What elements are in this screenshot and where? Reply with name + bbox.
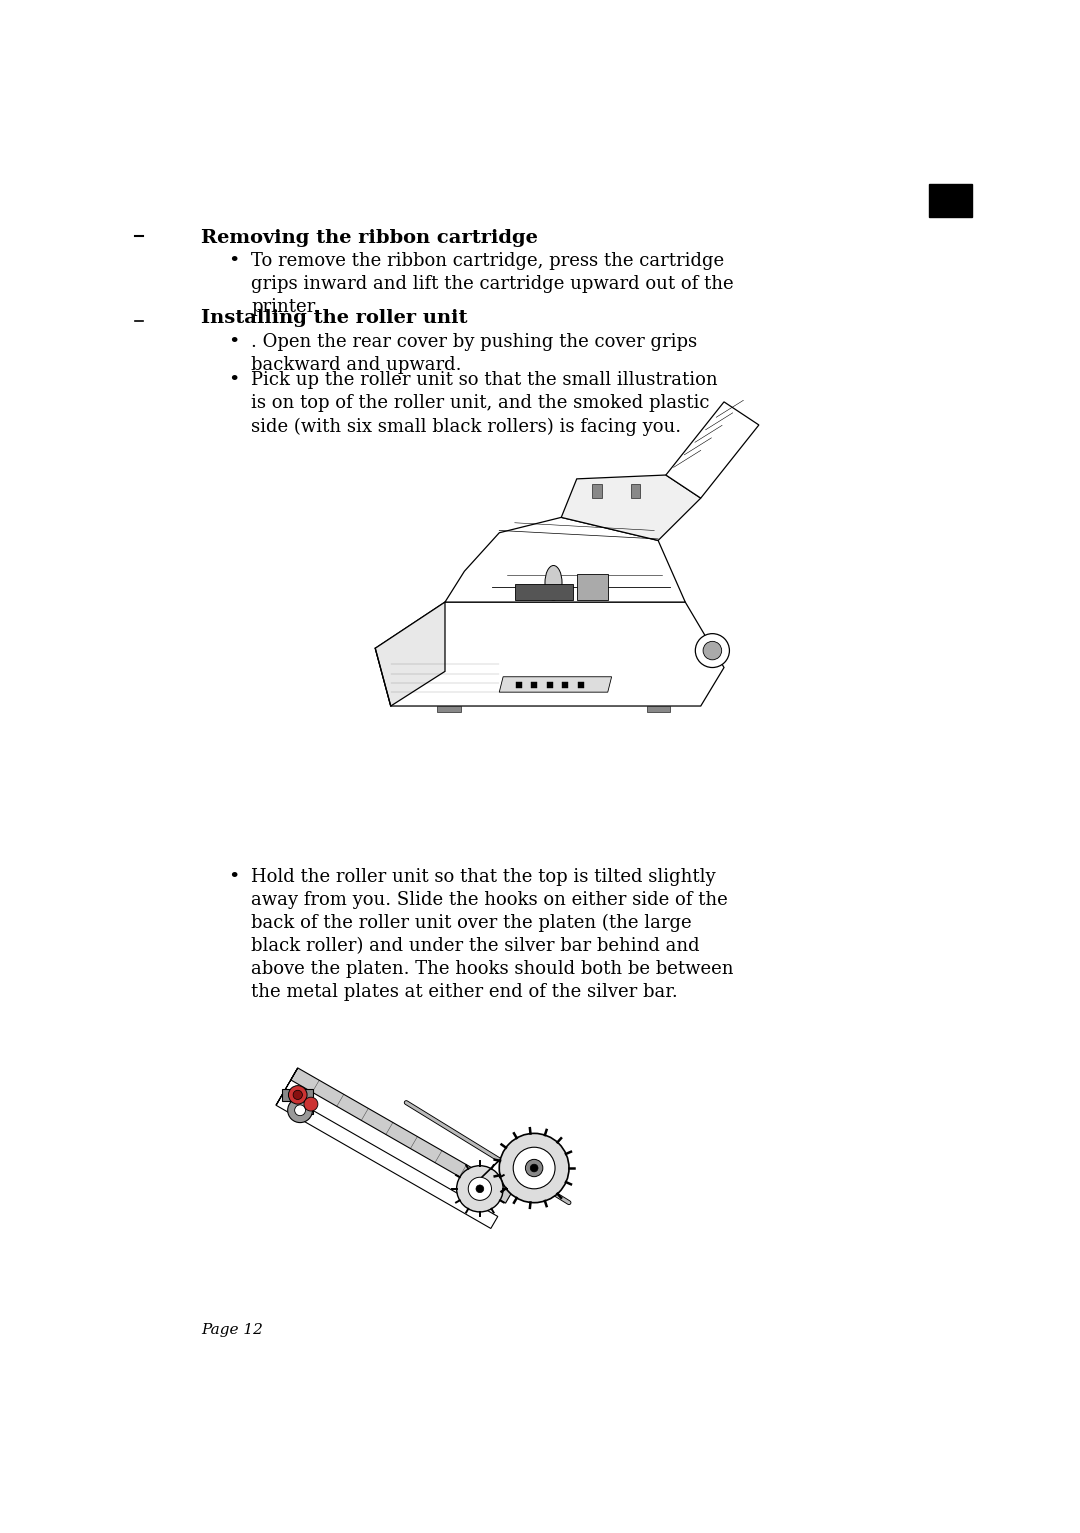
Text: back of the roller unit over the platen (the large: back of the roller unit over the platen … <box>252 914 692 932</box>
Bar <box>531 682 537 688</box>
Bar <box>546 682 553 688</box>
Text: away from you. Slide the hooks on either side of the: away from you. Slide the hooks on either… <box>252 891 728 909</box>
Polygon shape <box>445 517 685 602</box>
Polygon shape <box>499 676 611 693</box>
Text: •: • <box>228 371 240 389</box>
Ellipse shape <box>545 566 562 599</box>
Circle shape <box>469 1177 491 1200</box>
Polygon shape <box>666 402 759 498</box>
Circle shape <box>295 1105 306 1116</box>
Bar <box>592 484 602 498</box>
Circle shape <box>287 1098 312 1122</box>
Text: grips inward and lift the cartridge upward out of the: grips inward and lift the cartridge upwa… <box>252 274 734 293</box>
Bar <box>930 184 972 218</box>
Bar <box>562 682 568 688</box>
Text: the metal plates at either end of the silver bar.: the metal plates at either end of the si… <box>252 983 678 1001</box>
Text: above the platen. The hooks should both be between: above the platen. The hooks should both … <box>252 960 733 978</box>
Bar <box>578 682 583 688</box>
Text: Removing the ribbon cartridge: Removing the ribbon cartridge <box>201 228 538 247</box>
Text: Installing the roller unit: Installing the roller unit <box>201 310 468 328</box>
Circle shape <box>703 641 721 659</box>
Polygon shape <box>276 1069 298 1105</box>
Text: Hold the roller unit so that the top is tilted slightly: Hold the roller unit so that the top is … <box>252 868 716 886</box>
Text: printer.: printer. <box>252 297 320 316</box>
Text: •: • <box>228 251 240 270</box>
Text: •: • <box>228 333 240 351</box>
Circle shape <box>476 1185 484 1193</box>
Circle shape <box>530 1164 538 1171</box>
Bar <box>647 707 670 713</box>
Text: side (with six small black rollers) is facing you.: side (with six small black rollers) is f… <box>252 417 681 435</box>
Text: Pick up the roller unit so that the small illustration: Pick up the roller unit so that the smal… <box>252 371 718 389</box>
Polygon shape <box>282 1088 313 1114</box>
Polygon shape <box>375 602 724 707</box>
Bar <box>437 707 460 713</box>
Circle shape <box>525 1159 543 1177</box>
Text: Page 12: Page 12 <box>201 1323 262 1337</box>
Bar <box>631 484 640 498</box>
Circle shape <box>293 1090 302 1099</box>
Text: To remove the ribbon cartridge, press the cartridge: To remove the ribbon cartridge, press th… <box>252 251 725 270</box>
Text: black roller) and under the silver bar behind and: black roller) and under the silver bar b… <box>252 937 700 955</box>
Circle shape <box>288 1085 307 1104</box>
Circle shape <box>696 633 729 667</box>
Polygon shape <box>562 475 701 541</box>
Polygon shape <box>375 602 445 707</box>
Text: is on top of the roller unit, and the smoked plastic: is on top of the roller unit, and the sm… <box>252 394 710 412</box>
Polygon shape <box>276 1093 498 1228</box>
Text: backward and upward.: backward and upward. <box>252 356 462 374</box>
Polygon shape <box>515 584 572 599</box>
Circle shape <box>499 1133 569 1203</box>
Text: . Open the rear cover by pushing the cover grips: . Open the rear cover by pushing the cov… <box>252 333 698 351</box>
Circle shape <box>513 1147 555 1188</box>
Circle shape <box>457 1165 503 1213</box>
Polygon shape <box>291 1069 513 1203</box>
Bar <box>515 682 522 688</box>
Text: •: • <box>228 868 240 886</box>
Polygon shape <box>577 573 608 599</box>
Circle shape <box>303 1098 318 1111</box>
